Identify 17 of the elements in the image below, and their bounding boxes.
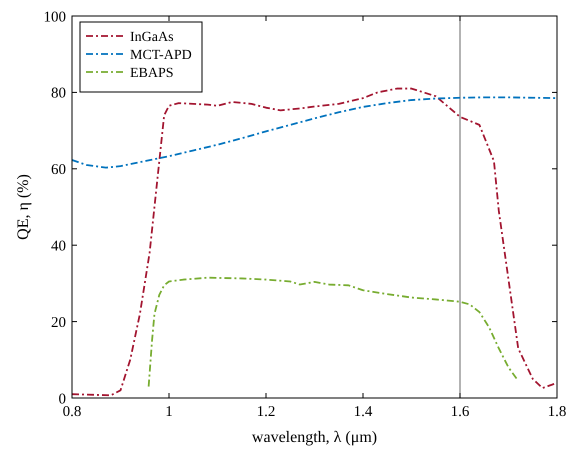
- legend-label: EBAPS: [130, 66, 174, 81]
- y-tick-label: 80: [51, 86, 66, 102]
- y-tick-label: 100: [44, 9, 66, 26]
- legend-label: InGaAs: [130, 30, 174, 45]
- y-tick-label: 60: [51, 162, 66, 178]
- y-tick-label: 40: [51, 238, 66, 254]
- x-axis-title: wavelength, λ (μm): [252, 429, 378, 446]
- x-tick-label: 1: [165, 404, 173, 420]
- x-tick-label: 1.4: [354, 404, 373, 420]
- line-series: [148, 276, 520, 388]
- legend-label: MCT-APD: [130, 48, 192, 63]
- x-tick-label: 1.2: [256, 404, 276, 420]
- x-tick-label: 1.6: [450, 404, 470, 420]
- x-tick-label: 1.8: [548, 404, 566, 420]
- y-tick-label: 20: [51, 314, 66, 331]
- line-series: [71, 96, 558, 169]
- y-axis-title: QE, η (%): [15, 174, 32, 240]
